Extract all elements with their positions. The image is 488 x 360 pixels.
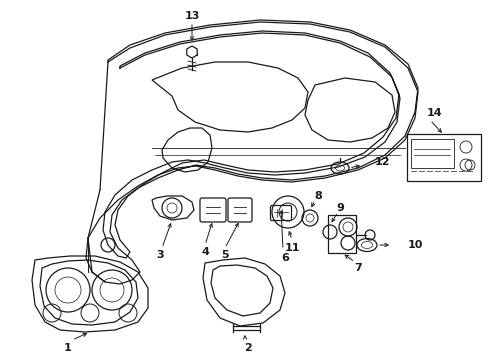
Text: 11: 11	[284, 243, 299, 253]
Text: 8: 8	[313, 191, 321, 201]
Text: 10: 10	[407, 240, 422, 250]
Text: 12: 12	[373, 157, 389, 167]
Text: 2: 2	[244, 343, 251, 353]
Text: 13: 13	[184, 11, 199, 21]
Text: 7: 7	[353, 263, 361, 273]
Text: 6: 6	[281, 253, 288, 263]
Text: 4: 4	[201, 247, 208, 257]
Text: 1: 1	[64, 343, 72, 353]
Text: 3: 3	[156, 250, 163, 260]
Text: 14: 14	[427, 108, 442, 118]
Text: 5: 5	[221, 250, 228, 260]
Text: 9: 9	[335, 203, 343, 213]
